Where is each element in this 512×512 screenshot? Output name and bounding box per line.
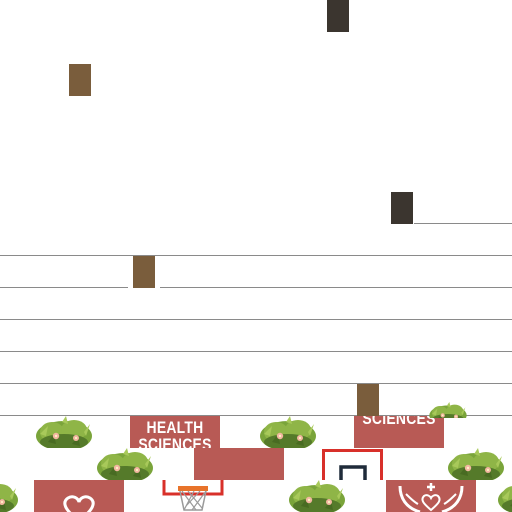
board-line bbox=[0, 351, 512, 352]
player-token[interactable] bbox=[391, 192, 413, 224]
hands-cross-icon bbox=[398, 483, 464, 512]
heart-icon bbox=[63, 495, 95, 512]
bush-decoration bbox=[448, 448, 504, 480]
tile-label: HEALTH bbox=[146, 418, 204, 437]
board-line bbox=[0, 383, 512, 384]
bush-decoration bbox=[429, 402, 467, 418]
bush-decoration bbox=[289, 480, 345, 512]
bush-decoration bbox=[36, 416, 92, 448]
player-token[interactable] bbox=[133, 256, 155, 288]
tile-label: SCIENCES bbox=[362, 416, 436, 428]
player-token[interactable] bbox=[327, 0, 349, 32]
bush-decoration bbox=[498, 480, 512, 512]
board-line bbox=[0, 415, 512, 416]
player-token[interactable] bbox=[69, 64, 91, 96]
hoop-frame-icon bbox=[322, 449, 383, 480]
bush-decoration bbox=[0, 480, 18, 512]
bush-decoration bbox=[97, 448, 153, 480]
board-line bbox=[0, 287, 128, 288]
board-line bbox=[160, 287, 512, 288]
tile-label: SCIENCES bbox=[138, 435, 212, 448]
building-tile[interactable] bbox=[194, 448, 284, 480]
player-token[interactable] bbox=[357, 384, 379, 416]
hands-cross-tile[interactable] bbox=[386, 480, 476, 512]
health-sciences-tile[interactable]: HEALTH SCIENCES bbox=[130, 416, 220, 448]
board-line bbox=[414, 223, 512, 224]
heart-tile[interactable] bbox=[34, 480, 124, 512]
board-line bbox=[0, 255, 512, 256]
basketball-hoop-icon bbox=[162, 480, 224, 511]
bush-decoration bbox=[260, 416, 316, 448]
sciences-tile[interactable]: SCIENCES bbox=[354, 416, 444, 448]
board-line bbox=[0, 319, 512, 320]
